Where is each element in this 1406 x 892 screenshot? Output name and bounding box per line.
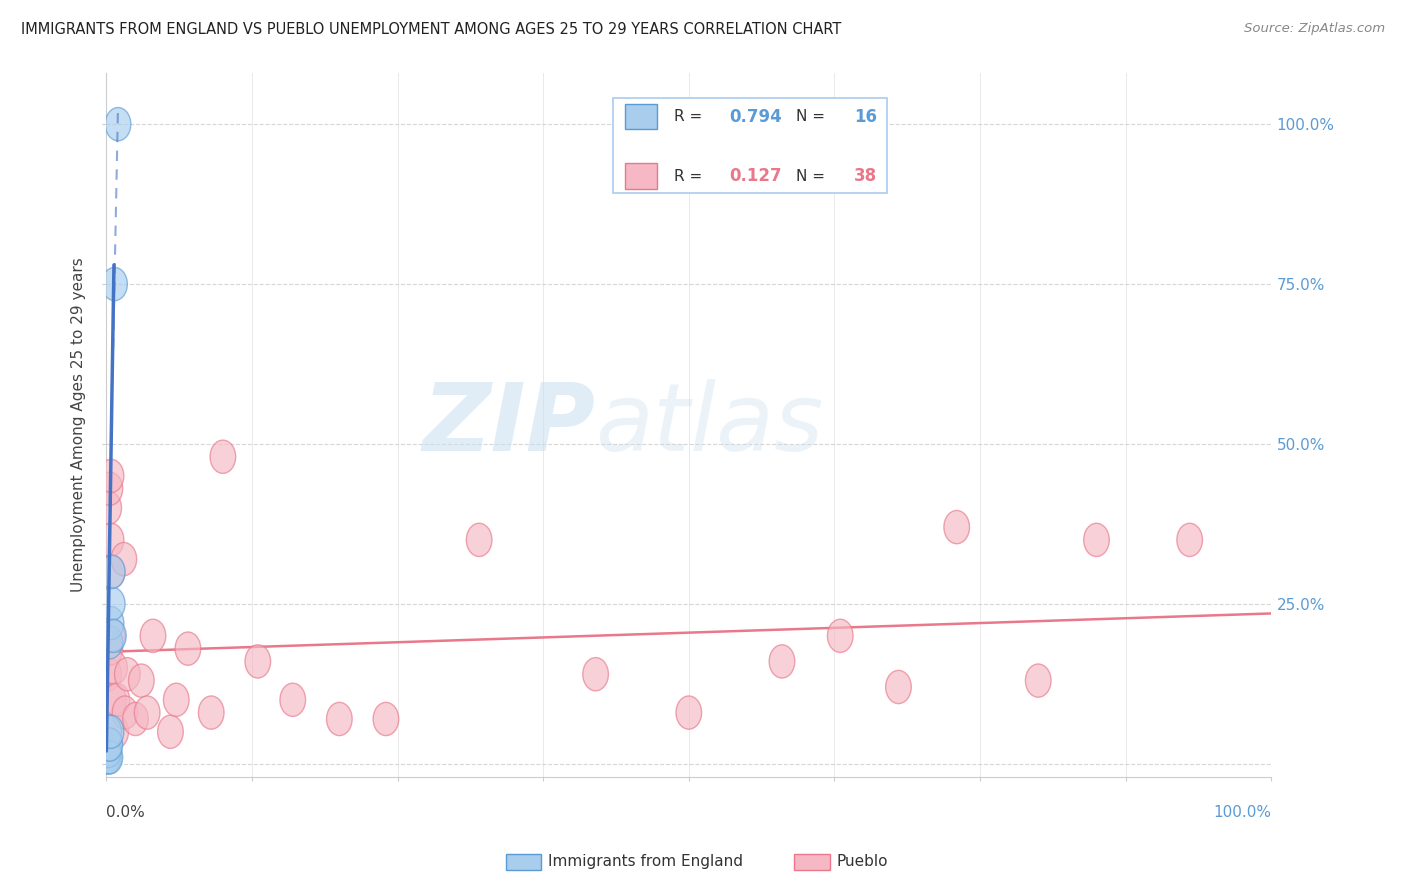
Ellipse shape: [101, 683, 127, 716]
Ellipse shape: [94, 734, 121, 768]
Ellipse shape: [96, 657, 121, 690]
Text: R =: R =: [673, 169, 707, 184]
Ellipse shape: [98, 607, 124, 640]
Ellipse shape: [96, 728, 121, 761]
Text: 0.127: 0.127: [730, 168, 782, 186]
Y-axis label: Unemployment Among Ages 25 to 29 years: Unemployment Among Ages 25 to 29 years: [72, 258, 86, 592]
Ellipse shape: [98, 524, 124, 557]
Ellipse shape: [97, 625, 122, 659]
Text: atlas: atlas: [596, 379, 824, 470]
Text: Source: ZipAtlas.com: Source: ZipAtlas.com: [1244, 22, 1385, 36]
Text: 0.0%: 0.0%: [107, 805, 145, 820]
FancyBboxPatch shape: [624, 163, 658, 189]
Text: 38: 38: [855, 168, 877, 186]
Ellipse shape: [101, 268, 128, 301]
Ellipse shape: [94, 740, 121, 774]
Ellipse shape: [326, 702, 352, 736]
Ellipse shape: [105, 108, 131, 141]
Text: Pueblo: Pueblo: [837, 855, 889, 869]
Ellipse shape: [98, 715, 124, 748]
FancyBboxPatch shape: [613, 97, 887, 193]
Ellipse shape: [122, 702, 148, 736]
Ellipse shape: [135, 696, 160, 730]
Ellipse shape: [97, 740, 122, 774]
Ellipse shape: [583, 657, 609, 690]
Ellipse shape: [112, 696, 138, 730]
Text: 100.0%: 100.0%: [1213, 805, 1271, 820]
Ellipse shape: [101, 651, 128, 684]
Text: N =: N =: [796, 109, 830, 124]
Ellipse shape: [114, 657, 141, 690]
Ellipse shape: [97, 632, 122, 665]
Ellipse shape: [97, 472, 122, 506]
Text: R =: R =: [673, 109, 707, 124]
Ellipse shape: [100, 587, 125, 621]
Text: Immigrants from England: Immigrants from England: [548, 855, 744, 869]
Text: 16: 16: [855, 108, 877, 126]
Text: N =: N =: [796, 169, 830, 184]
Ellipse shape: [245, 645, 270, 678]
Ellipse shape: [209, 440, 236, 474]
Ellipse shape: [96, 734, 121, 768]
Ellipse shape: [97, 728, 122, 761]
Text: IMMIGRANTS FROM ENGLAND VS PUEBLO UNEMPLOYMENT AMONG AGES 25 TO 29 YEARS CORRELA: IMMIGRANTS FROM ENGLAND VS PUEBLO UNEMPL…: [21, 22, 841, 37]
Ellipse shape: [1177, 524, 1202, 557]
Ellipse shape: [280, 683, 305, 716]
Ellipse shape: [1025, 664, 1052, 698]
Ellipse shape: [467, 524, 492, 557]
Ellipse shape: [373, 702, 399, 736]
Ellipse shape: [198, 696, 224, 730]
Ellipse shape: [111, 542, 136, 575]
Text: ZIP: ZIP: [423, 379, 596, 471]
Ellipse shape: [163, 683, 188, 716]
Text: 0.794: 0.794: [730, 108, 782, 126]
Ellipse shape: [104, 683, 129, 716]
Ellipse shape: [141, 619, 166, 652]
Ellipse shape: [943, 510, 970, 544]
Ellipse shape: [101, 619, 127, 652]
Ellipse shape: [1084, 524, 1109, 557]
Ellipse shape: [100, 555, 125, 589]
Ellipse shape: [827, 619, 853, 652]
FancyBboxPatch shape: [624, 103, 658, 129]
Ellipse shape: [769, 645, 794, 678]
Ellipse shape: [176, 632, 201, 665]
Ellipse shape: [96, 740, 121, 774]
Ellipse shape: [676, 696, 702, 730]
Ellipse shape: [103, 715, 128, 748]
Ellipse shape: [98, 459, 124, 492]
Ellipse shape: [96, 491, 121, 524]
Ellipse shape: [100, 555, 125, 589]
Ellipse shape: [96, 715, 121, 748]
Ellipse shape: [100, 619, 125, 652]
Ellipse shape: [886, 671, 911, 704]
Ellipse shape: [157, 715, 183, 748]
Ellipse shape: [128, 664, 155, 698]
